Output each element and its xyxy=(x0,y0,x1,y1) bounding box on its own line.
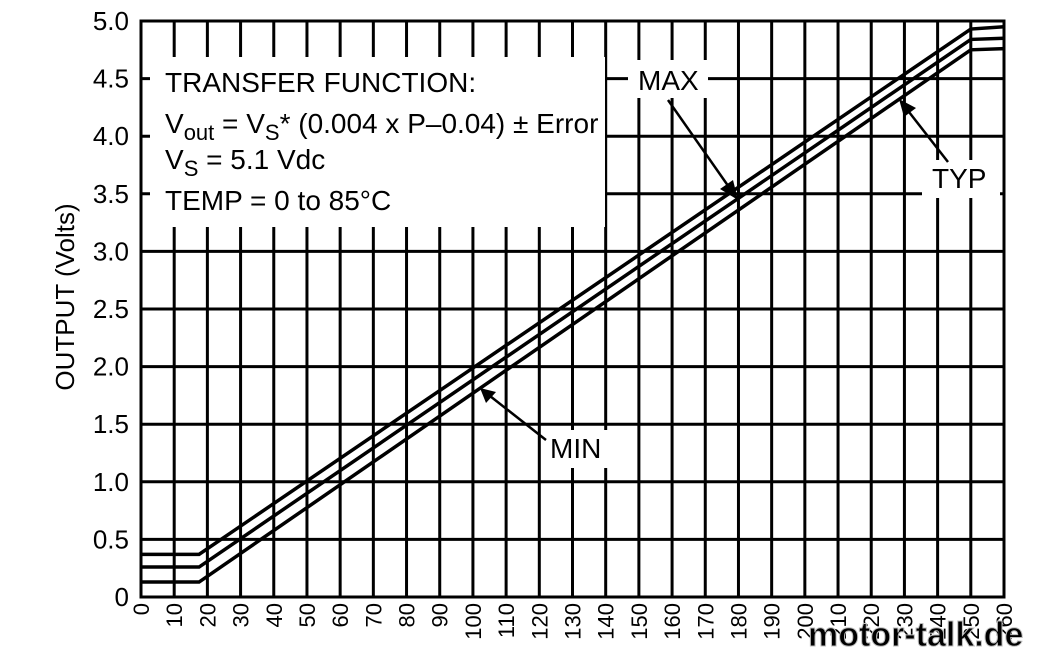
temperature-line: TEMP = 0 to 85°C xyxy=(165,185,391,216)
y-axis-title: OUTPUT (Volts) xyxy=(50,203,80,390)
x-tick-label: 150 xyxy=(627,603,652,640)
x-tick-label: 260 xyxy=(992,603,1017,640)
watermark: motor-talk.de xyxy=(808,616,1023,654)
x-tick-label: 250 xyxy=(959,603,984,640)
series-line-min xyxy=(141,46,1005,584)
x-tick-label: 120 xyxy=(527,603,552,640)
vs-v: V xyxy=(165,144,184,175)
y-tick-label: 4.0 xyxy=(93,121,129,151)
x-tick-label: 190 xyxy=(760,603,785,640)
transfer-function-title: TRANSFER FUNCTION: xyxy=(165,67,476,98)
x-tick-label: 160 xyxy=(660,603,685,640)
x-tick-label: 240 xyxy=(926,603,951,640)
y-tick-label: 3.5 xyxy=(93,179,129,209)
x-tick-label: 20 xyxy=(195,603,220,627)
typ-arrow xyxy=(899,99,949,163)
vs-rest: = 5.1 Vdc xyxy=(198,144,325,175)
x-tick-label: 170 xyxy=(693,603,718,640)
y-tick-label: 2.5 xyxy=(93,294,129,324)
x-tick-label: 230 xyxy=(892,603,917,640)
y-tick-label: 0 xyxy=(115,582,129,612)
series-line-max xyxy=(141,25,1005,557)
y-tick-label: 1.0 xyxy=(93,467,129,497)
series-line-typ xyxy=(141,36,1005,569)
max-label-bg xyxy=(628,60,708,98)
x-tick-label: 80 xyxy=(395,603,420,627)
max-label: MAX xyxy=(638,65,699,96)
y-tick-label: 0.5 xyxy=(93,524,129,554)
typ-label-bg xyxy=(922,160,1000,198)
x-tick-label: 140 xyxy=(594,603,619,640)
typ-label: TYP xyxy=(932,163,986,194)
x-tick-label: 60 xyxy=(328,603,353,627)
vs-subscript: S xyxy=(184,156,199,181)
supply-voltage-line: VS = 5.1 Vdc xyxy=(165,144,325,181)
x-tick-label: 100 xyxy=(461,603,486,640)
eq-equals-v: = V xyxy=(214,108,265,139)
x-tick-label: 30 xyxy=(229,603,254,627)
y-tick-label: 4.5 xyxy=(93,64,129,94)
x-tick-label: 90 xyxy=(428,603,453,627)
eq-rest: * (0.004 x P–0.04) ± Error xyxy=(280,108,599,139)
x-tick-label: 210 xyxy=(826,603,851,640)
min-label: MIN xyxy=(550,433,601,464)
eq-v: V xyxy=(165,108,184,139)
x-tick-label: 180 xyxy=(726,603,751,640)
x-tick-label: 200 xyxy=(793,603,818,640)
x-tick-label: 10 xyxy=(162,603,187,627)
x-tick-label: 50 xyxy=(295,603,320,627)
transfer-function-box xyxy=(150,57,605,227)
series-lines xyxy=(141,25,1005,584)
y-tick-label: 5.0 xyxy=(93,6,129,36)
x-tick-label: 220 xyxy=(859,603,884,640)
x-tick-label: 70 xyxy=(361,603,386,627)
transfer-function-equation: Vout = VS* (0.004 x P–0.04) ± Error xyxy=(165,108,598,145)
y-tick-label: 2.0 xyxy=(93,352,129,382)
x-tick-label: 110 xyxy=(494,603,519,638)
eq-s-subscript: S xyxy=(265,120,280,145)
max-arrow xyxy=(666,99,738,200)
x-tick-label: 0 xyxy=(129,603,154,615)
y-tick-label: 1.5 xyxy=(93,409,129,439)
eq-out-subscript: out xyxy=(184,120,215,145)
min-label-bg xyxy=(542,430,612,468)
min-arrow xyxy=(480,388,547,441)
axis-tick-labels: 0 0.5 1.0 1.5 2.0 2.5 3.0 3.5 4.0 4.5 5.0 0 10 20 30 40… xyxy=(93,6,1017,640)
y-tick-label: 3.0 xyxy=(93,236,129,266)
x-tick-label: 130 xyxy=(561,603,586,640)
plot-frame xyxy=(139,19,1006,599)
x-tick-label: 40 xyxy=(262,603,287,627)
